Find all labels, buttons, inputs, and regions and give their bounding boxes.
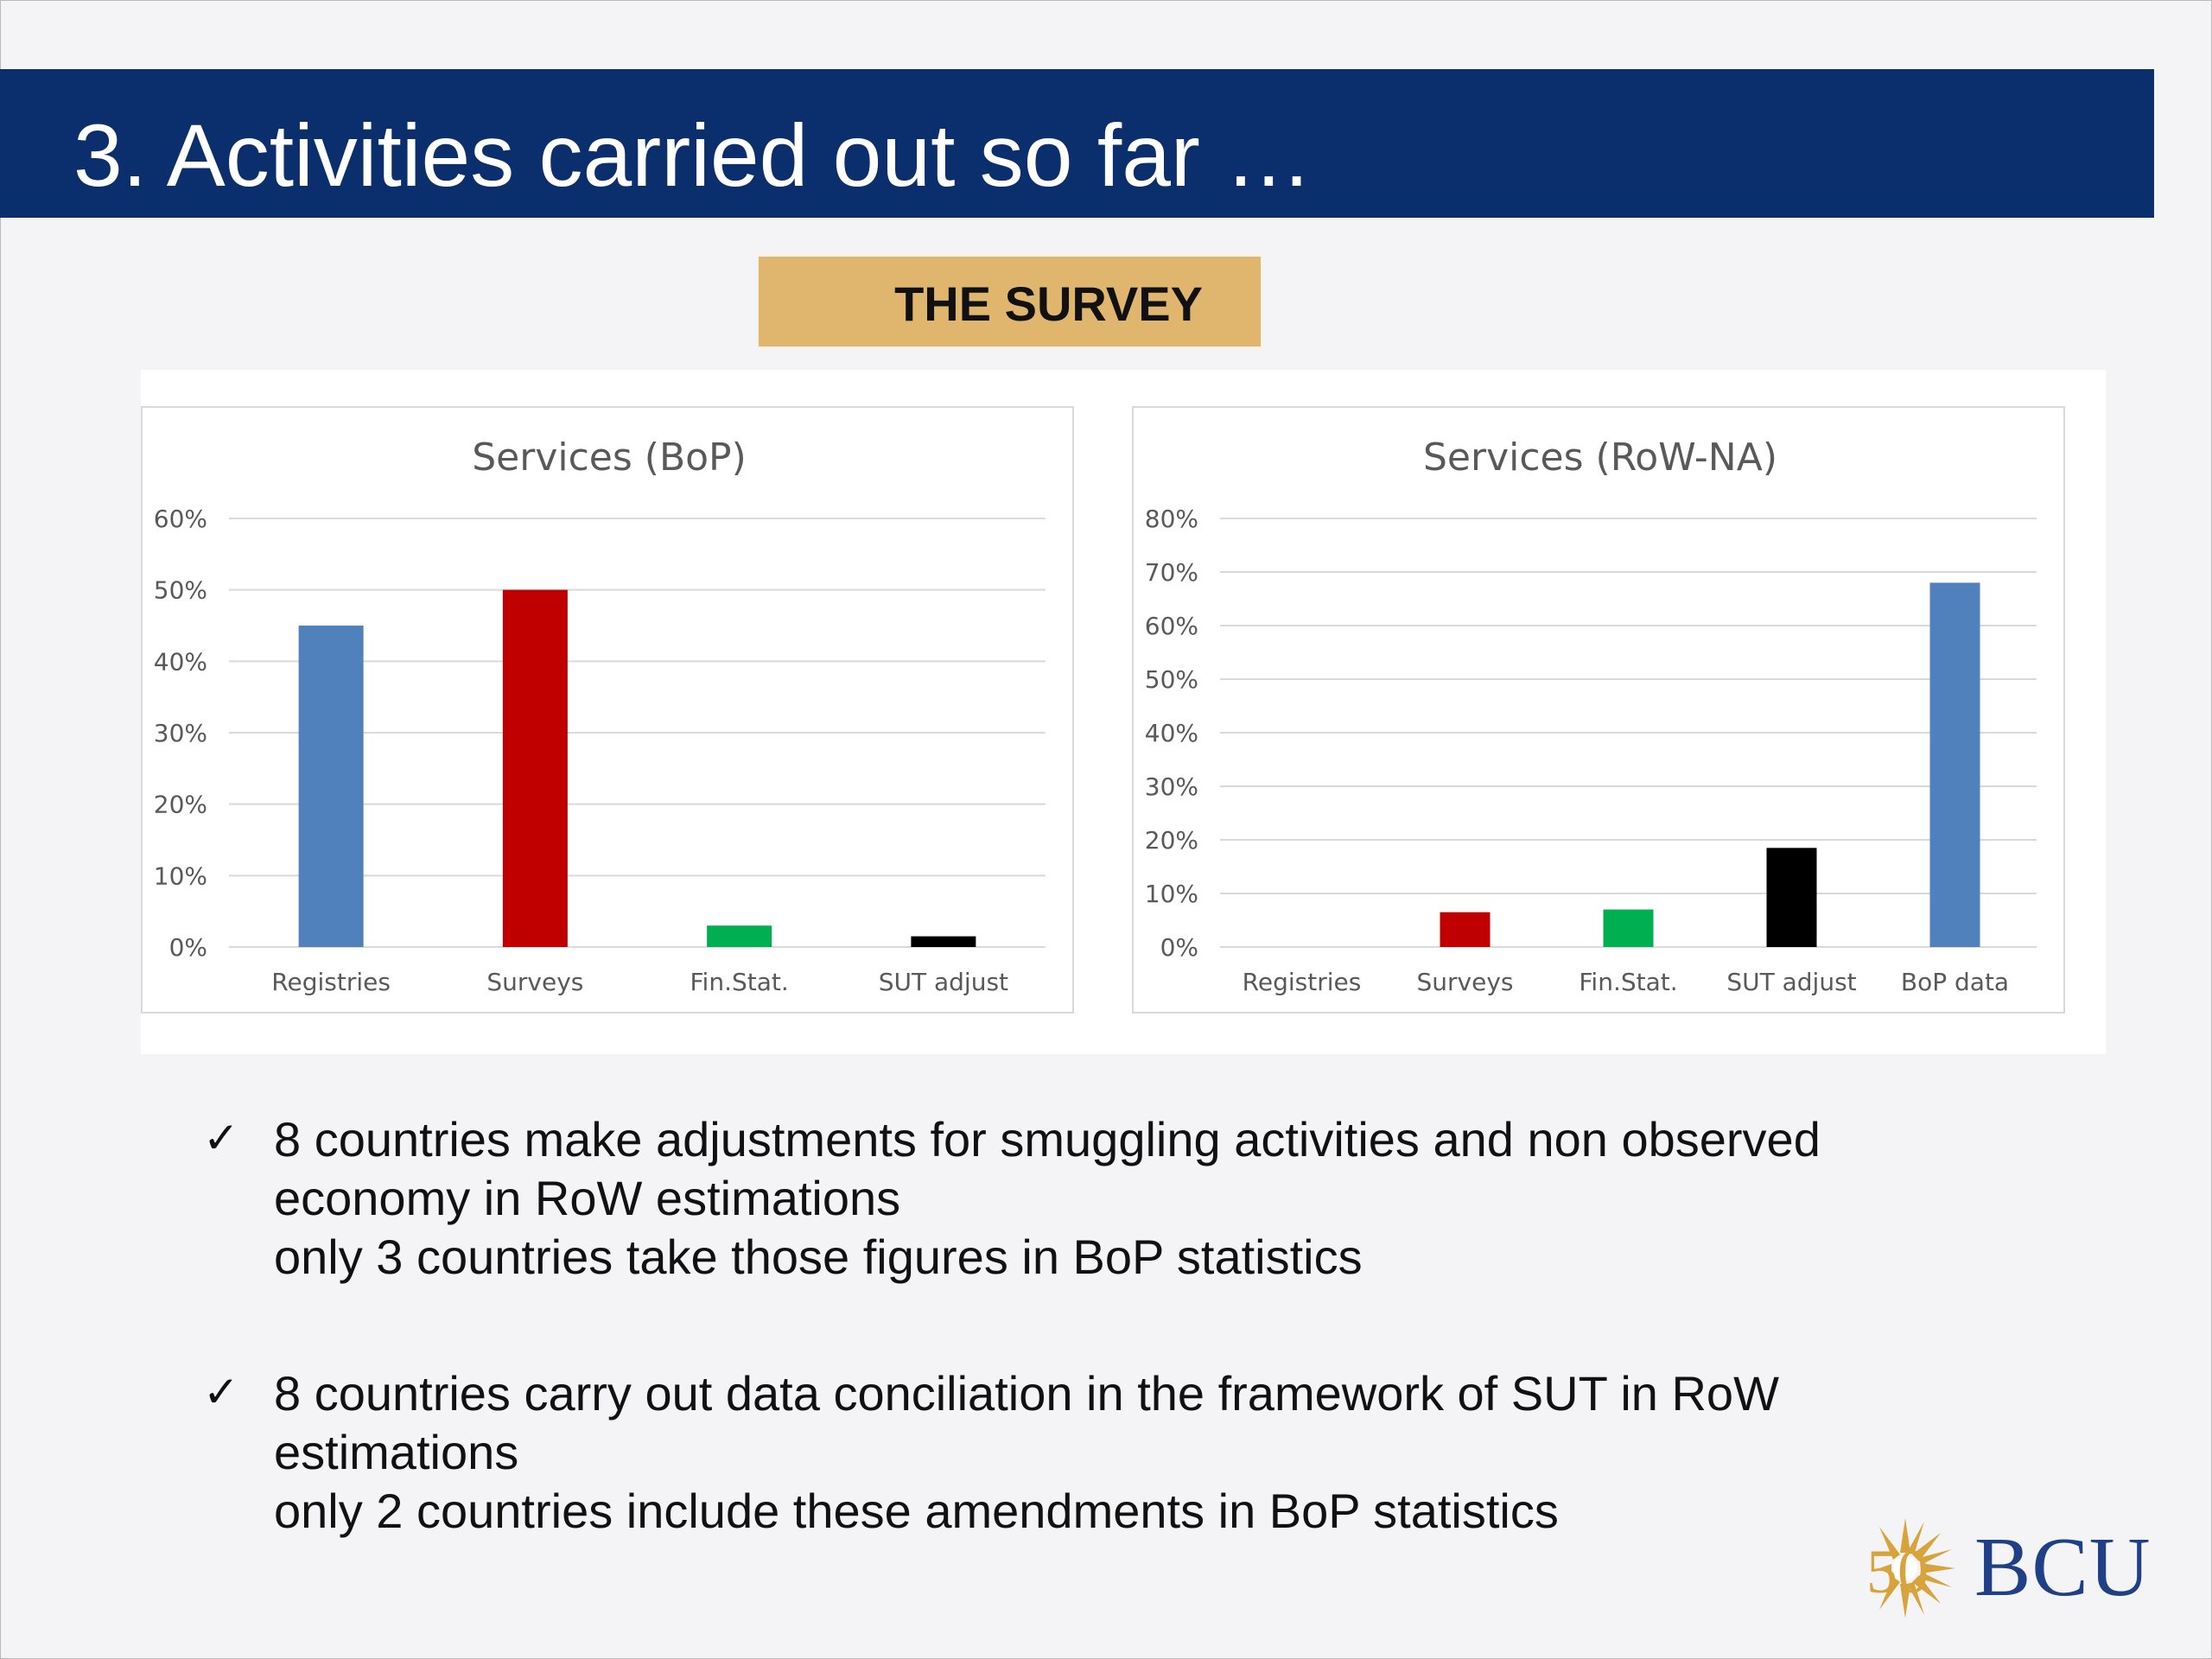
chart-services-row-na: Services (RoW-NA) 0% 10% 20% 30% 40% 50% 60% 70%…	[1132, 406, 2065, 1014]
section-label: THE SURVEY	[894, 276, 1203, 331]
y-tick-label: 50%	[154, 576, 207, 605]
bar-sut-adjust	[1766, 848, 1817, 947]
slide-title: 3. Activities carried out so far …	[73, 106, 1313, 205]
bar-fin-stat-	[1603, 909, 1654, 947]
y-tick-label: 10%	[154, 861, 207, 890]
section-label-box: THE SURVEY	[757, 255, 1262, 348]
bullet-line: 8 countries make adjustments for smuggli…	[274, 1112, 1821, 1166]
y-tick-label: 40%	[1145, 719, 1198, 747]
logo-number: 50	[1866, 1537, 1929, 1606]
bullet-item: ✓ 8 countries carry out data conciliatio…	[203, 1364, 1931, 1541]
check-icon: ✓	[203, 1367, 239, 1417]
y-tick-label: 20%	[154, 791, 207, 819]
chart-title: Services (RoW-NA)	[1423, 435, 1777, 480]
y-tick-label: 10%	[1145, 880, 1198, 908]
y-tick-label: 70%	[1145, 558, 1198, 587]
chart-title: Services (BoP)	[472, 435, 747, 480]
bar-fin-stat-	[707, 925, 772, 947]
bullet-line: 8 countries carry out data conciliation …	[274, 1366, 1779, 1421]
x-tick-label: SUT adjust	[1726, 968, 1856, 996]
y-tick-label: 30%	[154, 719, 207, 747]
chart-services-row-na-svg: Services (RoW-NA) 0% 10% 20% 30% 40% 50% 60% 70%…	[1145, 435, 2037, 996]
chart-services-bop: Services (BoP) 0% 10% 20% 30% 40% 50% 60% Regist…	[141, 406, 1074, 1014]
sun-icon	[1879, 1518, 1955, 1618]
x-tick-label: Surveys	[1417, 968, 1514, 996]
bullet-line: only 2 countries include these amendment…	[274, 1484, 1559, 1538]
chart-services-bop-svg: Services (BoP) 0% 10% 20% 30% 40% 50% 60% Regist…	[154, 435, 1046, 996]
bar-registries	[298, 626, 364, 947]
y-tick-label: 0%	[1160, 933, 1198, 962]
y-tick-label: 0%	[169, 933, 207, 962]
bcu-logo: 50 BCU	[1866, 1512, 2152, 1624]
y-tick-label: 80%	[1145, 505, 1198, 533]
bullet-line: only 3 countries take those figures in B…	[274, 1230, 1363, 1284]
x-tick-label: SUT adjust	[879, 968, 1008, 996]
y-tick-label: 40%	[154, 647, 207, 676]
x-tick-label: Surveys	[486, 968, 583, 996]
bullet-line: estimations	[274, 1425, 519, 1479]
y-tick-label: 30%	[1145, 772, 1198, 801]
x-tick-label: Registries	[271, 968, 391, 996]
check-icon: ✓	[203, 1113, 239, 1163]
bar-bop-data	[1929, 582, 1980, 947]
x-tick-label: Fin.Stat.	[1579, 968, 1677, 996]
y-tick-label: 60%	[1145, 612, 1198, 640]
x-tick-label: BoP data	[1901, 968, 2009, 996]
logo-text: BCU	[1974, 1521, 2152, 1614]
bullet-line: economy in RoW estimations	[274, 1171, 901, 1225]
x-tick-label: Fin.Stat.	[690, 968, 788, 996]
title-band: 3. Activities carried out so far …	[0, 69, 2154, 218]
y-tick-label: 50%	[1145, 665, 1198, 694]
bar-surveys	[1440, 912, 1491, 947]
y-tick-label: 20%	[1145, 826, 1198, 855]
bullet-item: ✓ 8 countries make adjustments for smugg…	[203, 1110, 1931, 1287]
bar-sut-adjust	[911, 936, 976, 947]
x-tick-label: Registries	[1243, 968, 1362, 996]
bullet-list: ✓ 8 countries make adjustments for smugg…	[203, 1110, 1931, 1541]
y-tick-label: 60%	[154, 505, 207, 533]
bar-surveys	[502, 589, 568, 947]
